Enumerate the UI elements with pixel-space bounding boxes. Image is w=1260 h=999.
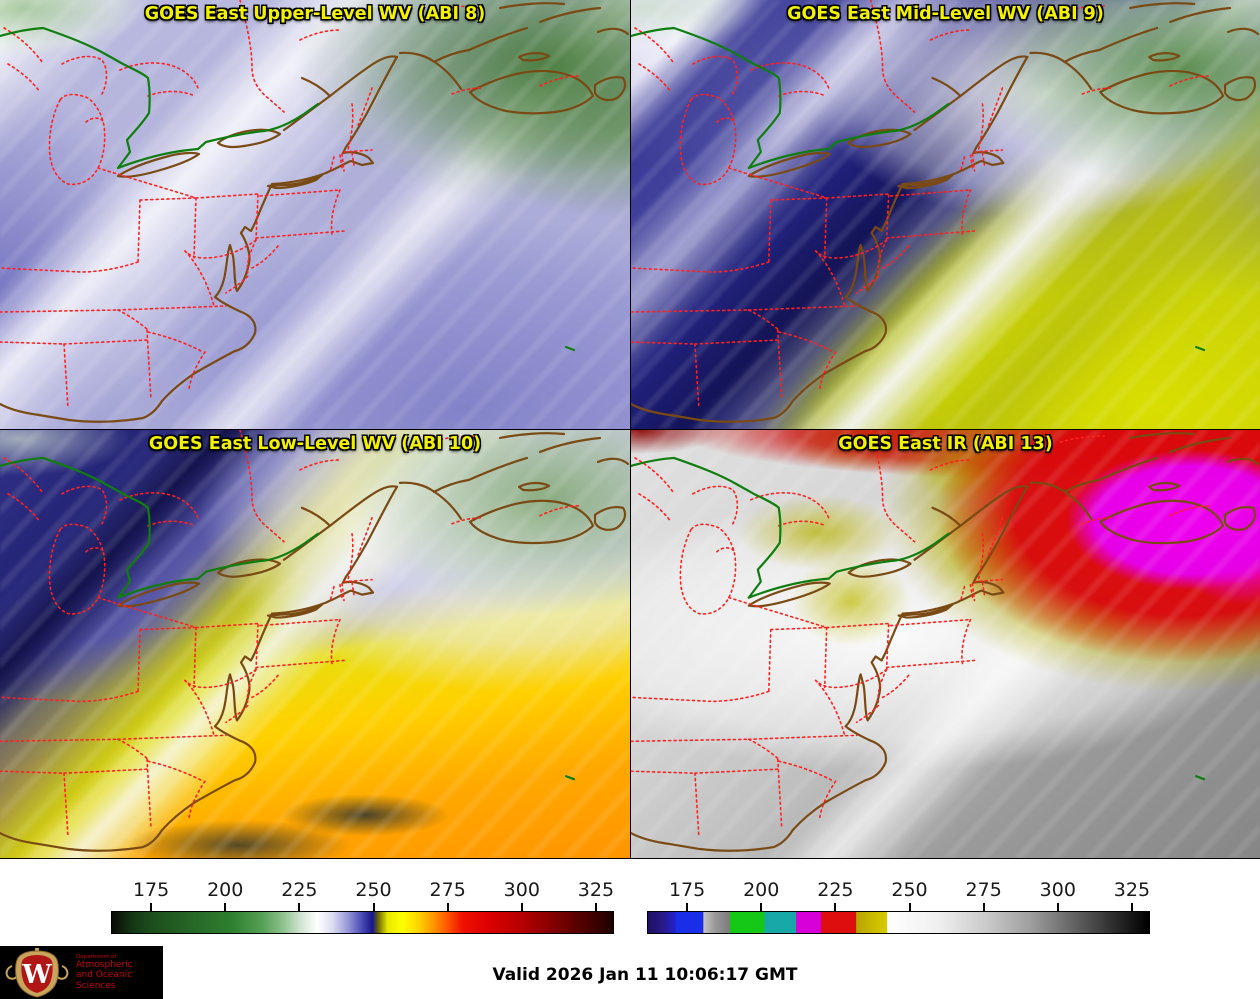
footer: W Department of Atmospheric and Oceanic … [0,945,1260,999]
panel-grid: GOES East Upper-Level WV (ABI 8) GOES Ea… [0,0,1260,858]
colorbar-tick-label: 275 [965,879,1002,901]
colorbar-tick-label: 200 [743,879,780,901]
colorbar-tick-mark [372,903,375,911]
valid-time-label: Valid 2026 Jan 11 10:06:17 GMT [492,965,798,985]
colorbar-tick-label: 225 [281,879,318,901]
colorbar-tick-label: 175 [668,879,706,901]
basemap-overlay [631,0,1260,429]
colorbar-tick-mark [1130,903,1133,911]
crest-letter: W [21,960,52,990]
colorbar-tick-label: 200 [207,879,244,901]
logo-department-label: Department of [76,953,117,960]
colorbar-tick-mark [594,903,597,911]
colorbar-tick-label: 325 [1113,879,1151,901]
panel-ir: GOES East IR (ABI 13) [631,430,1260,858]
logo-line2: and Oceanic Sciences [76,970,133,991]
colorbar-tick-mark [982,903,985,911]
wv-colorbar-gradient [111,911,614,934]
basemap-overlay [631,430,1260,858]
colorbar-tick-label: 275 [429,879,466,901]
panel-title-low-level-wv: GOES East Low-Level WV (ABI 10) [148,434,482,454]
logo-line1: Atmospheric [76,960,133,971]
aos-logo: W Department of Atmospheric and Oceanic … [0,946,163,999]
colorbar-tick-label: 225 [817,879,854,901]
colorbar-tick-mark [298,903,301,911]
colorbar-tick-mark [150,903,153,911]
colorbar-tick-mark [760,903,763,911]
colorbar-row: 175 200 225 250 275 300 325 175 200 225 250 275 300… [0,858,1260,946]
panel-mid-level-wv: GOES East Mid-Level WV (ABI 9) [631,0,1260,429]
wv-colorbar-ticks: 175 200 225 250 275 300 325 [111,859,614,911]
basemap-overlay [0,0,630,429]
colorbar-tick-mark [224,903,227,911]
ir-colorbar-ticks: 175 200 225 250 275 300 325 [647,859,1150,911]
basemap-overlay [0,430,630,858]
panel-upper-level-wv: GOES East Upper-Level WV (ABI 8) [0,0,630,429]
panel-title-mid-level-wv: GOES East Mid-Level WV (ABI 9) [787,4,1104,24]
ir-colorbar-gradient [647,911,1150,934]
colorbar-tick-mark [686,903,689,911]
panel-low-level-wv: GOES East Low-Level WV (ABI 10) [0,430,630,858]
ir-colorbar: 175 200 225 250 275 300 325 [647,859,1150,946]
colorbar-tick-mark [834,903,837,911]
wv-colorbar: 175 200 225 250 275 300 325 [111,859,614,946]
colorbar-tick-mark [908,903,911,911]
colorbar-tick-label: 250 [891,879,928,901]
panel-title-upper-level-wv: GOES East Upper-Level WV (ABI 8) [144,4,486,24]
colorbar-tick-label: 300 [503,879,540,901]
uw-crest-icon: W [5,947,69,998]
logo-text: Department of Atmospheric and Oceanic Sc… [76,954,163,991]
colorbar-tick-label: 250 [355,879,392,901]
colorbar-tick-mark [1056,903,1059,911]
panel-title-ir: GOES East IR (ABI 13) [838,434,1053,454]
colorbar-tick-label: 325 [577,879,615,901]
colorbar-tick-mark [446,903,449,911]
colorbar-tick-mark [520,903,523,911]
colorbar-tick-label: 300 [1039,879,1076,901]
colorbar-tick-label: 175 [132,879,170,901]
